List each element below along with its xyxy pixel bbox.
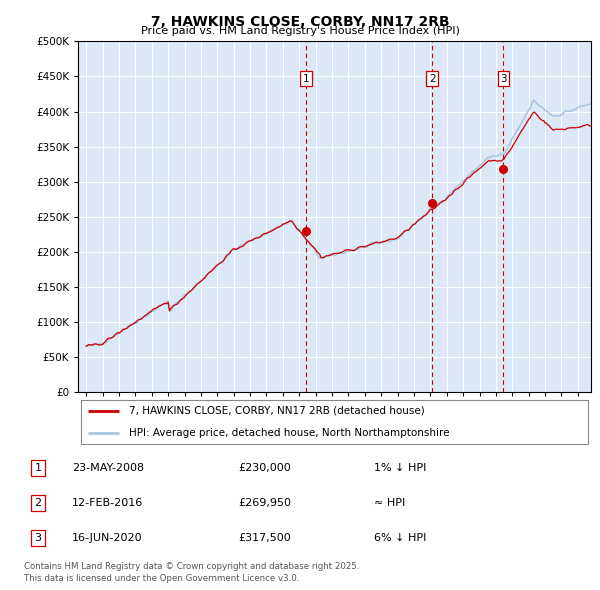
Text: Contains HM Land Registry data © Crown copyright and database right 2025.
This d: Contains HM Land Registry data © Crown c… — [24, 562, 359, 583]
Text: 1: 1 — [302, 74, 309, 84]
Text: 1% ↓ HPI: 1% ↓ HPI — [374, 463, 426, 473]
Text: 3: 3 — [500, 74, 507, 84]
Text: 23-MAY-2008: 23-MAY-2008 — [72, 463, 144, 473]
FancyBboxPatch shape — [80, 399, 589, 444]
Text: HPI: Average price, detached house, North Northamptonshire: HPI: Average price, detached house, Nort… — [130, 428, 450, 438]
Text: 12-FEB-2016: 12-FEB-2016 — [72, 498, 143, 508]
Text: Price paid vs. HM Land Registry's House Price Index (HPI): Price paid vs. HM Land Registry's House … — [140, 26, 460, 36]
Text: 1: 1 — [35, 463, 41, 473]
Text: 2: 2 — [35, 498, 41, 508]
Text: 7, HAWKINS CLOSE, CORBY, NN17 2RB (detached house): 7, HAWKINS CLOSE, CORBY, NN17 2RB (detac… — [130, 406, 425, 416]
Text: 16-JUN-2020: 16-JUN-2020 — [72, 533, 143, 543]
Text: £317,500: £317,500 — [238, 533, 291, 543]
Text: 6% ↓ HPI: 6% ↓ HPI — [374, 533, 426, 543]
Text: £269,950: £269,950 — [238, 498, 292, 508]
Text: 2: 2 — [429, 74, 436, 84]
Text: £230,000: £230,000 — [238, 463, 291, 473]
Text: ≈ HPI: ≈ HPI — [374, 498, 405, 508]
Text: 7, HAWKINS CLOSE, CORBY, NN17 2RB: 7, HAWKINS CLOSE, CORBY, NN17 2RB — [151, 15, 449, 30]
Text: 3: 3 — [35, 533, 41, 543]
